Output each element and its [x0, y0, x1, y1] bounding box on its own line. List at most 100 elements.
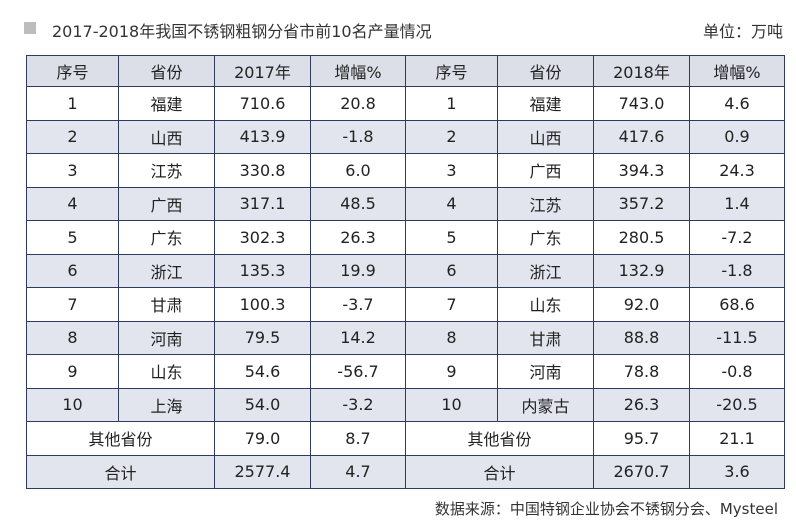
table-cell: 7 — [26, 287, 119, 322]
table-cell: 78.8 — [593, 354, 690, 389]
table-cell: 7 — [405, 287, 498, 322]
table-cell: 6.0 — [310, 153, 406, 188]
table-cell: 54.0 — [214, 387, 311, 422]
table-cell: 26.3 — [593, 387, 690, 422]
table-cell: 5 — [26, 220, 119, 255]
table-cell: 广西 — [497, 153, 594, 188]
table-cell: 14.2 — [310, 320, 406, 355]
table-cell: 10 — [26, 387, 119, 422]
column-header: 序号 — [405, 55, 498, 87]
table-row: 7 甘肃 100.3 -3.7 7 山东 92.0 68.6 — [26, 287, 785, 322]
header: 2017-2018年我国不锈钢粗钢分省市前10名产量情况 单位：万吨 — [18, 14, 783, 44]
table-cell: -11.5 — [689, 320, 785, 355]
table-cell: 浙江 — [497, 253, 594, 288]
table-cell: 广东 — [118, 220, 215, 255]
table-cell: -56.7 — [310, 354, 406, 389]
column-header: 省份 — [497, 55, 594, 87]
summary-label: 合计 — [26, 454, 215, 489]
table-cell: 甘肃 — [497, 320, 594, 355]
table-cell: -7.2 — [689, 220, 785, 255]
table-cell: 54.6 — [214, 354, 311, 389]
table-row: 3 江苏 330.8 6.0 3 广西 394.3 24.3 — [26, 153, 785, 188]
table-cell: 6 — [405, 253, 498, 288]
table-cell: 9 — [26, 354, 119, 389]
table-cell: 92.0 — [593, 287, 690, 322]
data-source-note: 数据来源：中国特钢企业协会不锈钢分会、Mysteel — [434, 500, 778, 518]
summary-growth-2017: 8.7 — [310, 421, 406, 456]
table-cell: 8 — [26, 320, 119, 355]
table-cell: -3.2 — [310, 387, 406, 422]
table-cell: -1.8 — [310, 119, 406, 154]
table-header-row: 序号 省份 2017年 增幅% 序号 省份 2018年 增幅% — [26, 55, 785, 87]
table-cell: 6 — [26, 253, 119, 288]
table-cell: 4 — [405, 186, 498, 221]
table-cell: 甘肃 — [118, 287, 215, 322]
table-cell: 内蒙古 — [497, 387, 594, 422]
table-cell: 8 — [405, 320, 498, 355]
table-cell: 山西 — [118, 119, 215, 154]
unit-label: 单位：万吨 — [702, 22, 783, 41]
table-cell: 福建 — [118, 86, 215, 121]
table-cell: 2 — [26, 119, 119, 154]
table-cell: 302.3 — [214, 220, 311, 255]
summary-growth-2017: 4.7 — [310, 454, 406, 489]
table-cell: 100.3 — [214, 287, 311, 322]
summary-value-2017: 79.0 — [214, 421, 311, 456]
table-cell: 浙江 — [118, 253, 215, 288]
table-cell: 4 — [26, 186, 119, 221]
summary-value-2018: 95.7 — [593, 421, 690, 456]
table-cell: 19.9 — [310, 253, 406, 288]
table-row: 9 山东 54.6 -56.7 9 河南 78.8 -0.8 — [26, 354, 785, 389]
table-row: 8 河南 79.5 14.2 8 甘肃 88.8 -11.5 — [26, 320, 785, 355]
table-cell: 357.2 — [593, 186, 690, 221]
table-cell: 广西 — [118, 186, 215, 221]
table-cell: 上海 — [118, 387, 215, 422]
table-cell: 417.6 — [593, 119, 690, 154]
summary-label: 其他省份 — [26, 421, 215, 456]
table-cell: 413.9 — [214, 119, 311, 154]
column-header: 2018年 — [593, 55, 690, 87]
column-header: 增幅% — [689, 55, 785, 87]
summary-label: 合计 — [405, 454, 594, 489]
table-cell: 广东 — [497, 220, 594, 255]
table-cell: 132.9 — [593, 253, 690, 288]
table-cell: 5 — [405, 220, 498, 255]
table-cell: 山西 — [497, 119, 594, 154]
table-cell: 317.1 — [214, 186, 311, 221]
table-cell: 9 — [405, 354, 498, 389]
table-cell: 330.8 — [214, 153, 311, 188]
title-bullet-square — [24, 22, 36, 34]
table-cell: 68.6 — [689, 287, 785, 322]
table-cell: 1 — [26, 86, 119, 121]
table-cell: 河南 — [118, 320, 215, 355]
table-cell: 24.3 — [689, 153, 785, 188]
column-header: 增幅% — [310, 55, 406, 87]
table-cell: 山东 — [118, 354, 215, 389]
table-cell: 河南 — [497, 354, 594, 389]
table-cell: 79.5 — [214, 320, 311, 355]
table-cell: 135.3 — [214, 253, 311, 288]
table-cell: 26.3 — [310, 220, 406, 255]
table-cell: 3 — [26, 153, 119, 188]
table-cell: 280.5 — [593, 220, 690, 255]
table-cell: 江苏 — [118, 153, 215, 188]
table-row: 10 上海 54.0 -3.2 10 内蒙古 26.3 -20.5 — [26, 387, 785, 422]
summary-growth-2018: 21.1 — [689, 421, 785, 456]
table-cell: 1.4 — [689, 186, 785, 221]
table-cell: 山东 — [497, 287, 594, 322]
table-row: 2 山西 413.9 -1.8 2 山西 417.6 0.9 — [26, 119, 785, 154]
total-row: 合计 2577.4 4.7 合计 2670.7 3.6 — [26, 454, 785, 489]
table-cell: 江苏 — [497, 186, 594, 221]
table-cell: 2 — [405, 119, 498, 154]
summary-label: 其他省份 — [405, 421, 594, 456]
table-cell: 4.6 — [689, 86, 785, 121]
table-title: 2017-2018年我国不锈钢粗钢分省市前10名产量情况 — [52, 22, 432, 41]
others-row: 其他省份 79.0 8.7 其他省份 95.7 21.1 — [26, 421, 785, 456]
data-table-container: 序号 省份 2017年 增幅% 序号 省份 2018年 增幅% 1 福建 710.6… — [26, 55, 785, 489]
summary-growth-2018: 3.6 — [689, 454, 785, 489]
column-header: 2017年 — [214, 55, 311, 87]
table-cell: 0.9 — [689, 119, 785, 154]
table-cell: 394.3 — [593, 153, 690, 188]
table-cell: 88.8 — [593, 320, 690, 355]
table-cell: 10 — [405, 387, 498, 422]
